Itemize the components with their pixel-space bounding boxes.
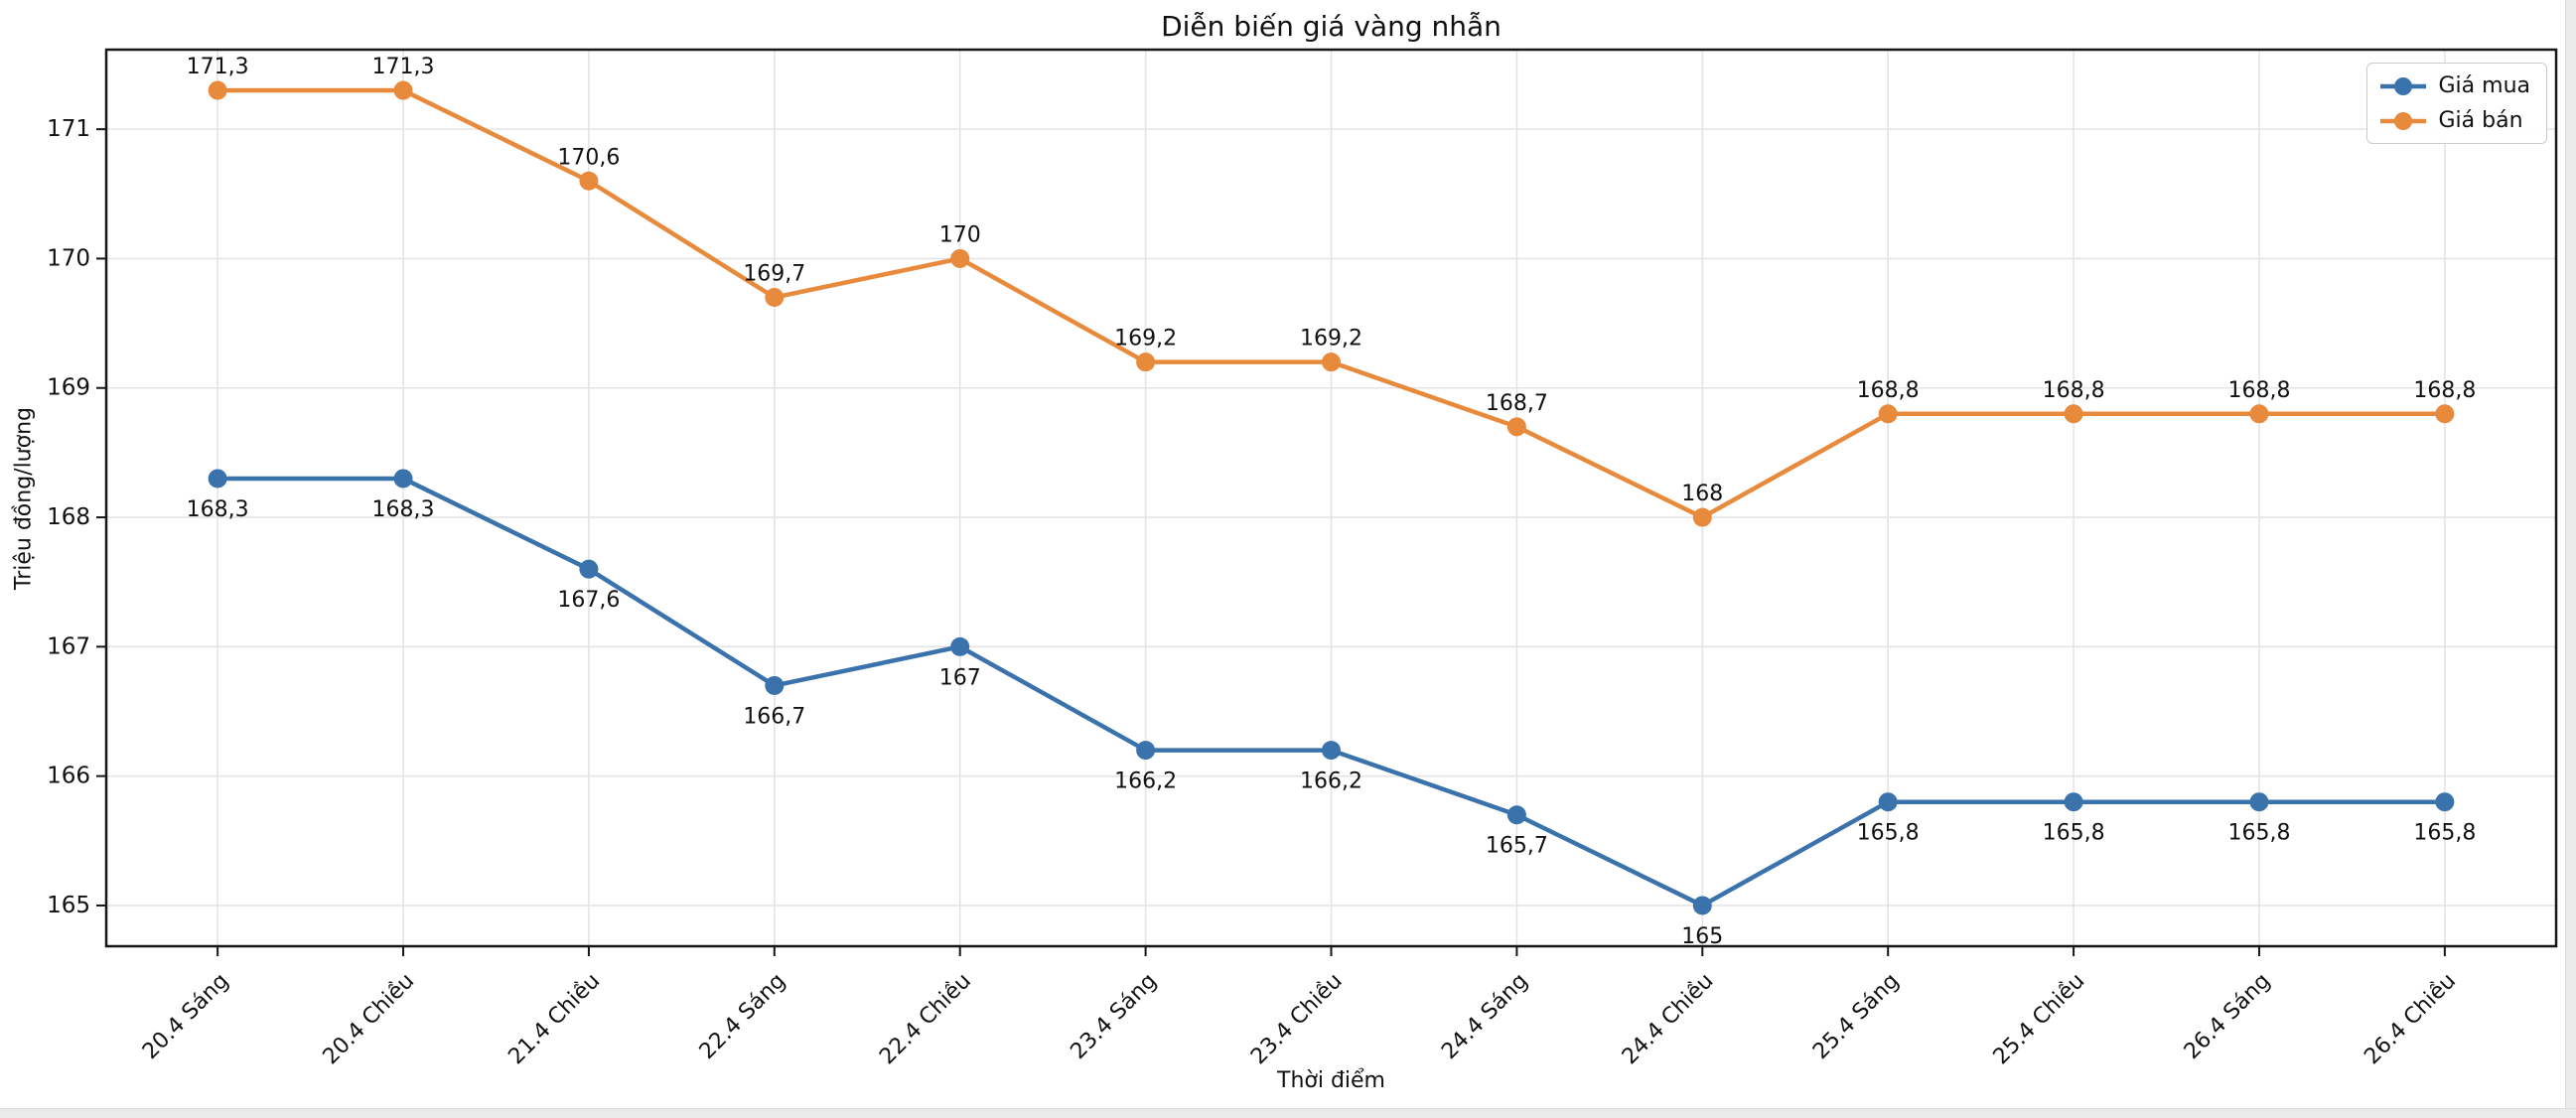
data-point xyxy=(2435,792,2455,812)
data-point-label: 169,7 xyxy=(743,262,805,287)
legend-marker-icon xyxy=(2379,111,2426,130)
data-point xyxy=(1692,507,1712,527)
data-point xyxy=(1878,792,1898,812)
legend-marker-icon xyxy=(2379,76,2426,95)
x-tick-label: 22.4 Chiều xyxy=(875,969,976,1070)
y-tick-label: 165 xyxy=(47,893,90,918)
data-point-label: 165,8 xyxy=(2413,821,2476,846)
data-point xyxy=(208,80,227,100)
data-point xyxy=(950,248,970,268)
x-axis-label: Thời điểm xyxy=(1277,1068,1385,1093)
data-point-label: 168 xyxy=(1681,482,1723,506)
data-point xyxy=(1878,404,1898,424)
x-tick-label: 20.4 Sáng xyxy=(138,969,233,1064)
data-point xyxy=(579,171,599,191)
data-point xyxy=(2064,792,2083,812)
data-point-label: 165,7 xyxy=(1486,834,1548,859)
data-point-label: 168,3 xyxy=(187,497,249,522)
x-tick-label: 26.4 Chiều xyxy=(2360,969,2461,1070)
data-point xyxy=(393,80,413,100)
x-tick-label: 22.4 Sáng xyxy=(695,969,790,1064)
data-point xyxy=(1136,741,1156,761)
data-point-label: 169,2 xyxy=(1114,327,1177,351)
data-point-label: 168,8 xyxy=(1857,378,1920,403)
data-point-label: 166,2 xyxy=(1300,769,1362,794)
data-point-label: 169,2 xyxy=(1300,327,1362,351)
x-tick-label: 24.4 Chiều xyxy=(1618,969,1719,1070)
data-point xyxy=(579,559,599,579)
x-tick-label: 25.4 Chiều xyxy=(1989,969,2090,1070)
data-point-label: 165,8 xyxy=(2227,821,2290,846)
data-point-label: 168,3 xyxy=(372,497,435,522)
legend-entry: Giá mua xyxy=(2379,70,2531,102)
data-point-label: 165 xyxy=(1681,924,1723,949)
y-tick-label: 167 xyxy=(47,633,90,659)
x-tick-label: 21.4 Chiều xyxy=(503,969,605,1070)
data-point-label: 170 xyxy=(939,222,981,247)
data-point-label: 168,7 xyxy=(1486,391,1548,416)
y-tick-label: 166 xyxy=(47,764,90,789)
data-point xyxy=(1506,417,1526,437)
data-point xyxy=(2249,404,2269,424)
data-point-label: 171,3 xyxy=(187,55,249,79)
x-tick-label: 23.4 Sáng xyxy=(1066,969,1161,1064)
x-tick-label: 26.4 Sáng xyxy=(2180,969,2275,1064)
data-point xyxy=(1322,352,1341,372)
legend-label: Giá mua xyxy=(2438,73,2531,98)
data-point xyxy=(765,675,785,695)
vertical-scrollbar[interactable] xyxy=(2565,0,2576,1118)
data-point-label: 167 xyxy=(939,665,981,690)
x-tick-label: 25.4 Sáng xyxy=(1808,969,1904,1064)
data-point-label: 166,2 xyxy=(1114,769,1177,794)
data-point-label: 168,8 xyxy=(2043,378,2105,403)
data-point xyxy=(2249,792,2269,812)
x-tick-label: 23.4 Chiều xyxy=(1246,969,1348,1070)
data-point-label: 165,8 xyxy=(1857,821,1920,846)
legend-entry: Giá bán xyxy=(2379,104,2531,137)
chart-title: Diễn biến giá vàng nhẫn xyxy=(1161,10,1502,43)
data-point xyxy=(765,288,785,308)
horizontal-scrollbar[interactable] xyxy=(0,1108,2576,1118)
x-tick-label: 20.4 Chiều xyxy=(319,969,420,1070)
data-point xyxy=(1322,741,1341,761)
data-point-label: 166,7 xyxy=(743,704,805,729)
data-point xyxy=(2064,404,2083,424)
data-point xyxy=(1692,896,1712,915)
data-point xyxy=(2435,404,2455,424)
y-tick-label: 168 xyxy=(47,504,90,530)
y-tick-label: 170 xyxy=(47,245,90,271)
data-point xyxy=(1136,352,1156,372)
legend: Giá mua Giá bán xyxy=(2365,63,2547,144)
y-tick-label: 171 xyxy=(47,116,90,142)
data-point xyxy=(1506,805,1526,825)
data-point-label: 168,8 xyxy=(2413,378,2476,403)
data-point-label: 171,3 xyxy=(372,55,435,79)
data-point xyxy=(393,469,413,489)
data-point-label: 167,6 xyxy=(557,588,620,613)
data-point xyxy=(208,469,227,489)
y-tick-label: 169 xyxy=(47,375,90,401)
legend-label: Giá bán xyxy=(2438,108,2523,133)
data-point-label: 165,8 xyxy=(2043,821,2105,846)
y-axis-label: Triệu đồng/lượng xyxy=(11,406,37,591)
data-point-label: 170,6 xyxy=(557,145,620,170)
data-point-label: 168,8 xyxy=(2227,378,2290,403)
data-point xyxy=(950,636,970,656)
x-tick-label: 24.4 Sáng xyxy=(1437,969,1532,1064)
